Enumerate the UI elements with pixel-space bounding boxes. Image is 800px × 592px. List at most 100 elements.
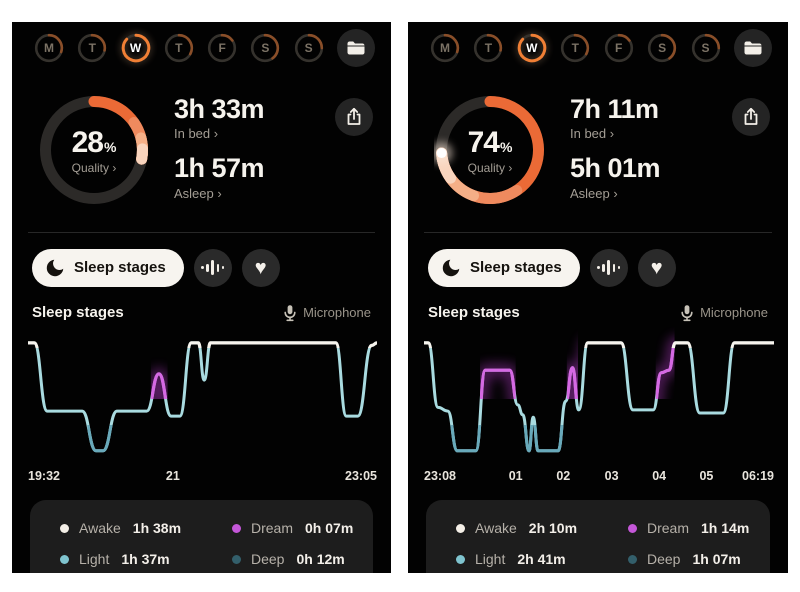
section-head: Sleep stages Microphone [12,287,391,322]
controls-row: Sleep stages ♥ [408,233,788,287]
day-circle-4-f[interactable]: F [207,33,237,63]
x-axis-label: 05 [699,468,714,483]
day-circle-5-s[interactable]: S [250,33,280,63]
sleep-stages-chart[interactable] [28,327,377,465]
quality-value: 74 [467,125,500,159]
legend-item-dream: Dream 1h 14m [628,519,770,537]
moon-icon [46,259,64,276]
heart-rate-button[interactable]: ♥ [637,248,676,287]
in-bed-link[interactable]: In bed › [174,126,219,142]
legend-label: Dream [251,520,294,536]
legend-item-awake: Awake 1h 38m [60,519,232,537]
day-circle-6-s[interactable]: S [294,33,324,63]
x-axis-label: 23:05 [345,468,377,483]
dream-stage-dot [232,523,241,533]
journal-button[interactable] [733,29,772,67]
day-circle-2-w[interactable]: W [517,33,547,63]
moon-icon [442,259,460,276]
dream-stage-dot [628,523,637,533]
sleep-stages-chart[interactable] [424,327,774,465]
day-label: M [440,41,450,55]
x-axis: 19:32 21 23:05 [28,469,377,485]
stage-legend: Awake 2h 10m Dream 1h 14m Light 2h 41m Deep 1h … [426,500,770,573]
legend-item-deep: Deep 1h 07m [628,550,770,568]
time-summary: 7h 11m In bed › 5h 01m Asleep › [570,94,661,214]
sleep-day-panel: M T W T F S S 28 % Quality › 3h 33m [12,22,391,573]
journal-button[interactable] [336,29,375,67]
quality-link[interactable]: Quality › [71,160,117,175]
microphone-icon [284,304,296,321]
hypnogram [424,336,774,452]
day-circle-2-w[interactable]: W [121,33,151,63]
legend-item-light: Light 2h 41m [456,550,628,568]
quality-ring-text: 28 % Quality › [38,94,150,206]
sleep-stages-pill[interactable]: Sleep stages [32,248,184,287]
light-stage-dot [60,554,69,564]
share-icon [347,107,361,125]
sound-analysis-button[interactable] [193,248,232,287]
day-circle-0-m[interactable]: M [430,33,460,63]
asleep-value: 5h 01m [570,153,661,184]
day-label: W [129,41,142,55]
legend-item-deep: Deep 0h 12m [232,550,373,568]
in-bed-link[interactable]: In bed › [570,126,615,142]
section-title: Sleep stages [32,304,124,322]
legend-label: Awake [475,520,517,536]
day-circle-0-m[interactable]: M [34,33,64,63]
heart-rate-button[interactable]: ♥ [241,248,280,287]
x-axis: 23:08 01 02 03 04 05 06:19 [424,469,774,485]
awake-stage-dot [456,523,465,533]
legend-value: 1h 14m [701,520,750,536]
legend-value: 1h 07m [692,551,741,567]
quality-value: 28 [71,125,104,159]
day-label: F [218,41,226,55]
folder-icon [347,41,365,55]
sleep-stages-pill[interactable]: Sleep stages [428,248,580,287]
microphone-icon [681,304,693,321]
x-axis-label: 03 [604,468,619,483]
sound-analysis-button[interactable] [589,248,628,287]
time-summary: 3h 33m In bed › 1h 57m Asleep › [174,94,265,214]
quality-unit: % [103,138,117,155]
day-circle-1-t[interactable]: T [473,33,503,63]
stage-legend: Awake 1h 38m Dream 0h 07m Light 1h 37m Deep 0h … [30,500,373,573]
heart-icon: ♥ [254,256,267,279]
section-head: Sleep stages Microphone [408,287,788,322]
asleep-link[interactable]: Asleep › [174,185,222,201]
legend-value: 1h 37m [121,551,170,567]
x-axis-label: 21 [165,468,180,483]
day-circle-6-s[interactable]: S [691,33,721,63]
sleep-summary: 74 % Quality › 7h 11m In bed › 5h 01m As… [408,67,788,214]
day-circle-3-t[interactable]: T [560,33,590,63]
controls-row: Sleep stages ♥ [12,233,391,287]
asleep-link[interactable]: Asleep › [570,185,618,201]
day-label: F [615,41,623,55]
day-circle-1-t[interactable]: T [77,33,107,63]
x-axis-label: 01 [508,468,523,483]
quality-ring[interactable]: 28 % Quality › [38,94,150,206]
x-axis-label: 23:08 [424,468,456,483]
x-axis-label: 02 [556,468,571,483]
quality-ring-arc [434,96,544,204]
microphone-label: Microphone [303,305,371,321]
quality-ring-arc [40,96,148,204]
x-axis-label: 19:32 [28,468,60,483]
day-circle-3-t[interactable]: T [164,33,194,63]
quality-link[interactable]: Quality › [467,160,513,175]
light-stage-dot [456,554,465,564]
day-circle-5-s[interactable]: S [647,33,677,63]
share-button[interactable] [335,98,373,136]
quality-ring-text: 74 % Quality › [434,94,546,206]
sleep-stages-pill-label: Sleep stages [74,259,166,277]
quality-ring[interactable]: 74 % Quality › [434,94,546,206]
legend-label: Awake [79,520,121,536]
hypnogram [28,340,377,452]
x-axis-label: 04 [652,468,667,483]
legend-label: Deep [251,551,285,567]
day-label: T [88,41,96,55]
day-circle-4-f[interactable]: F [604,33,634,63]
share-button[interactable] [732,98,770,136]
